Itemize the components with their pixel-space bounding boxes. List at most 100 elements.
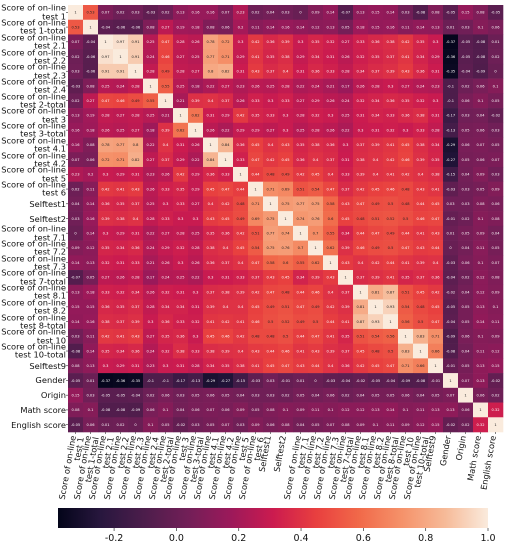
cell-label: 0.12 xyxy=(476,276,484,280)
cell-label: 0.76 xyxy=(311,217,320,221)
cell-label: 1 xyxy=(104,40,106,44)
cell-label: 0.45 xyxy=(236,246,244,250)
cell-label: -0.27 xyxy=(446,158,455,162)
heatmap-cell xyxy=(473,299,489,315)
heatmap-cell xyxy=(278,166,294,182)
cell-label: 0.18 xyxy=(191,25,200,29)
cell-label: 1 xyxy=(254,187,256,191)
cell-label: 0.34 xyxy=(371,99,380,103)
heatmap-cell xyxy=(128,328,144,344)
heatmap-cell xyxy=(278,314,294,330)
cell-label: 0.3 xyxy=(283,114,289,118)
heatmap-cell xyxy=(368,196,384,212)
heatmap-cell xyxy=(368,19,384,35)
cell-label: 0.05 xyxy=(191,393,199,397)
colorbar xyxy=(58,508,488,528)
heatmap-cell xyxy=(68,5,84,21)
heatmap-cell xyxy=(443,63,459,79)
cell-label: 0.09 xyxy=(401,423,410,427)
heatmap-cell xyxy=(173,49,189,65)
cell-label: 0.15 xyxy=(371,25,379,29)
cell-label: -0.05 xyxy=(446,305,455,309)
heatmap-cell xyxy=(338,314,354,330)
heatmap-cell xyxy=(383,78,399,94)
cell-label: 0.16 xyxy=(281,25,290,29)
heatmap-cell xyxy=(293,93,309,109)
heatmap-cell xyxy=(218,328,234,344)
cell-label: -0.15 xyxy=(446,173,455,177)
cell-label: 0.14 xyxy=(86,349,95,353)
heatmap-cell xyxy=(413,34,429,50)
heatmap-cell xyxy=(143,122,159,138)
heatmap-cell xyxy=(488,78,504,94)
heatmap-cell xyxy=(173,373,189,389)
heatmap-cell xyxy=(203,166,219,182)
heatmap-cell xyxy=(173,343,189,359)
heatmap-cell xyxy=(98,402,114,418)
heatmap-cell xyxy=(68,402,84,418)
heatmap-cell xyxy=(173,240,189,256)
heatmap-cell xyxy=(128,240,144,256)
cell-label: -0.27 xyxy=(221,379,230,383)
cell-label: 0.37 xyxy=(341,349,349,353)
heatmap-cell xyxy=(473,63,489,79)
heatmap-cell xyxy=(158,255,174,271)
heatmap-cell xyxy=(308,152,324,168)
cell-label: 0.38 xyxy=(356,158,365,162)
cell-label: 0.37 xyxy=(341,290,349,294)
cell-label: -0.04 xyxy=(86,40,96,44)
heatmap-cell xyxy=(338,358,354,374)
cell-label: 0.33 xyxy=(131,261,139,265)
cell-label: 0.02 xyxy=(161,11,169,15)
heatmap-cell xyxy=(278,373,294,389)
heatmap-cell xyxy=(113,137,129,153)
cell-label: 0.25 xyxy=(146,40,154,44)
cell-label: 0.43 xyxy=(296,364,304,368)
cell-label: -0.29 xyxy=(206,379,216,383)
cell-label: 0.1 xyxy=(493,305,499,309)
heatmap-cell xyxy=(98,5,114,21)
heatmap-cell xyxy=(188,255,204,271)
cell-label: 0.4 xyxy=(133,217,139,221)
cell-label: 0.48 xyxy=(251,335,260,339)
heatmap-cell xyxy=(128,343,144,359)
cell-label: 0.44 xyxy=(311,364,320,368)
y-tick-label: Score of on-line test 2.4 xyxy=(1,76,66,95)
cell-label: 0.06 xyxy=(221,408,230,412)
cell-label: -0.04 xyxy=(446,320,456,324)
heatmap-cell xyxy=(188,78,204,94)
cell-label: 0.37 xyxy=(221,261,229,265)
cell-label: 0.56 xyxy=(386,335,395,339)
heatmap-cell xyxy=(353,225,369,241)
cell-label: 0.77 xyxy=(266,232,274,236)
heatmap-cell xyxy=(428,137,444,153)
heatmap-cell xyxy=(68,225,84,241)
heatmap-cell xyxy=(308,314,324,330)
heatmap-cell xyxy=(308,343,324,359)
heatmap-cell xyxy=(308,328,324,344)
heatmap-cell xyxy=(338,122,354,138)
cell-label: 0.47 xyxy=(161,40,169,44)
cell-label: 0.25 xyxy=(266,84,274,88)
cell-label: 0.44 xyxy=(296,335,305,339)
cell-label: 0.01 xyxy=(296,379,304,383)
cell-label: 0.36 xyxy=(206,173,215,177)
cell-label: 0.06 xyxy=(86,158,95,162)
heatmap-cell xyxy=(473,122,489,138)
cell-label: -0.37 xyxy=(446,40,455,44)
heatmap-cell xyxy=(173,299,189,315)
cell-label: 0.41 xyxy=(401,55,409,59)
cell-label: 0.14 xyxy=(296,25,305,29)
heatmap-cell xyxy=(353,108,369,124)
heatmap-cell xyxy=(188,270,204,286)
cell-label: 0.47 xyxy=(356,202,364,206)
heatmap-cell xyxy=(428,196,444,212)
cell-label: 0.35 xyxy=(101,246,109,250)
heatmap-cell xyxy=(473,358,489,374)
cell-label: 0.48 xyxy=(356,217,365,221)
cell-label: 0.34 xyxy=(341,232,350,236)
heatmap-cell xyxy=(398,314,414,330)
heatmap-cell xyxy=(443,93,459,109)
heatmap-cell xyxy=(203,34,219,50)
heatmap-cell xyxy=(248,225,264,241)
